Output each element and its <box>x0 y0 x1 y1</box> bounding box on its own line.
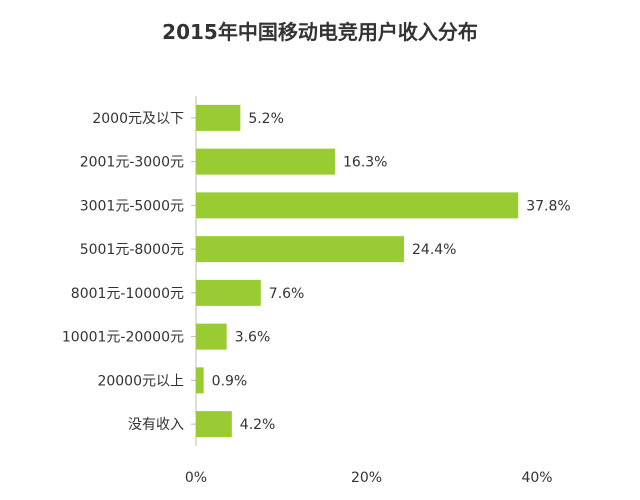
value-label: 0.9% <box>212 373 248 389</box>
value-label: 37.8% <box>526 198 570 214</box>
category-label: 2000元及以下 <box>92 111 184 127</box>
bar <box>196 148 335 175</box>
bar <box>196 279 261 306</box>
category-label: 20000元以上 <box>97 373 184 389</box>
category-label: 5001元-8000元 <box>80 242 184 258</box>
value-label: 3.6% <box>235 330 271 346</box>
bar <box>196 236 405 263</box>
value-label: 5.2% <box>248 111 284 127</box>
x-tick-label: 40% <box>521 470 552 486</box>
x-tick-label: 0% <box>185 470 207 486</box>
bar <box>196 367 204 394</box>
category-label: 没有收入 <box>128 417 184 433</box>
category-label: 3001元-5000元 <box>80 198 184 214</box>
category-label: 10001元-20000元 <box>62 330 184 346</box>
value-label: 7.6% <box>269 286 305 302</box>
chart-title: 2015年中国移动电竞用户收入分布 <box>162 20 478 44</box>
category-label: 2001元-3000元 <box>80 155 184 171</box>
bar <box>196 323 227 350</box>
x-tick-label: 20% <box>351 470 382 486</box>
bar <box>196 192 519 219</box>
bar <box>196 104 241 131</box>
value-label: 24.4% <box>412 242 456 258</box>
bar <box>196 411 232 438</box>
value-label: 4.2% <box>240 417 276 433</box>
category-label: 8001元-10000元 <box>71 286 184 302</box>
value-label: 16.3% <box>343 155 387 171</box>
